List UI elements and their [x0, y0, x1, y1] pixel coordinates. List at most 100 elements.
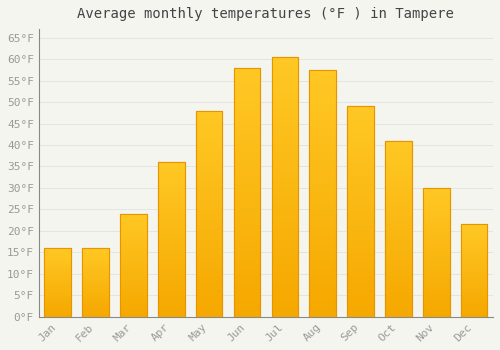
Bar	[310, 144, 336, 152]
Bar	[348, 289, 374, 296]
Bar	[120, 241, 146, 245]
Bar	[158, 224, 184, 229]
Bar	[272, 204, 298, 213]
Bar	[310, 284, 336, 292]
Bar	[82, 308, 109, 310]
Bar	[196, 234, 222, 241]
Bar	[158, 275, 184, 281]
Bar	[44, 289, 71, 292]
Bar	[461, 308, 487, 311]
Bar	[423, 188, 450, 317]
Bar	[44, 292, 71, 294]
Bar	[385, 287, 411, 293]
Bar	[158, 178, 184, 183]
Bar	[348, 169, 374, 176]
Bar	[461, 240, 487, 243]
Bar	[82, 269, 109, 271]
Bar	[310, 119, 336, 127]
Bar	[272, 66, 298, 74]
Bar	[82, 292, 109, 294]
Bar	[385, 276, 411, 282]
Bar	[385, 246, 411, 252]
Bar	[348, 162, 374, 169]
Bar	[272, 265, 298, 273]
Bar	[310, 300, 336, 309]
Bar	[44, 308, 71, 310]
Bar	[348, 303, 374, 310]
Bar	[348, 197, 374, 204]
Bar	[82, 299, 109, 301]
Bar	[310, 185, 336, 193]
Bar	[461, 277, 487, 280]
Bar	[44, 248, 71, 317]
Bar	[385, 211, 411, 217]
Bar	[120, 214, 146, 317]
Bar	[385, 158, 411, 164]
Bar	[348, 247, 374, 254]
Bar	[120, 307, 146, 310]
Bar	[158, 162, 184, 317]
Bar	[196, 166, 222, 173]
Bar	[310, 111, 336, 119]
Bar	[196, 124, 222, 131]
Bar	[120, 303, 146, 307]
Bar	[348, 268, 374, 275]
Bar	[272, 92, 298, 100]
Bar	[158, 307, 184, 312]
Bar	[310, 251, 336, 259]
Bar	[158, 286, 184, 291]
Bar	[158, 193, 184, 198]
Bar	[234, 68, 260, 76]
Bar	[272, 239, 298, 247]
Bar	[272, 100, 298, 109]
Bar	[196, 193, 222, 200]
Bar	[348, 282, 374, 289]
Bar	[272, 187, 298, 196]
Bar	[348, 127, 374, 134]
Bar	[461, 224, 487, 228]
Bar	[310, 136, 336, 144]
Bar	[348, 106, 374, 317]
Bar	[348, 176, 374, 183]
Bar	[423, 188, 450, 317]
Bar	[82, 278, 109, 280]
Bar	[461, 311, 487, 314]
Bar	[82, 255, 109, 257]
Bar	[234, 242, 260, 250]
Bar	[82, 282, 109, 285]
Bar	[196, 111, 222, 317]
Bar	[461, 283, 487, 286]
Bar	[385, 164, 411, 170]
Bar	[310, 243, 336, 251]
Bar	[158, 162, 184, 167]
Bar	[234, 308, 260, 317]
Bar	[44, 255, 71, 257]
Bar	[44, 278, 71, 280]
Bar	[196, 289, 222, 296]
Bar	[120, 262, 146, 265]
Bar	[272, 126, 298, 135]
Bar	[82, 287, 109, 289]
Bar	[234, 68, 260, 317]
Bar	[234, 267, 260, 275]
Bar	[272, 256, 298, 265]
Bar	[234, 68, 260, 317]
Bar	[234, 118, 260, 126]
Bar	[385, 194, 411, 199]
Bar	[310, 267, 336, 276]
Bar	[272, 196, 298, 204]
Bar	[272, 57, 298, 317]
Bar	[120, 228, 146, 231]
Bar	[82, 296, 109, 299]
Bar	[310, 202, 336, 210]
Bar	[272, 109, 298, 118]
Bar	[234, 151, 260, 159]
Bar	[44, 257, 71, 260]
Bar	[44, 287, 71, 289]
Bar	[234, 159, 260, 167]
Bar	[461, 249, 487, 252]
Bar	[120, 214, 146, 317]
Bar	[82, 264, 109, 266]
Bar	[234, 209, 260, 217]
Bar	[272, 83, 298, 92]
